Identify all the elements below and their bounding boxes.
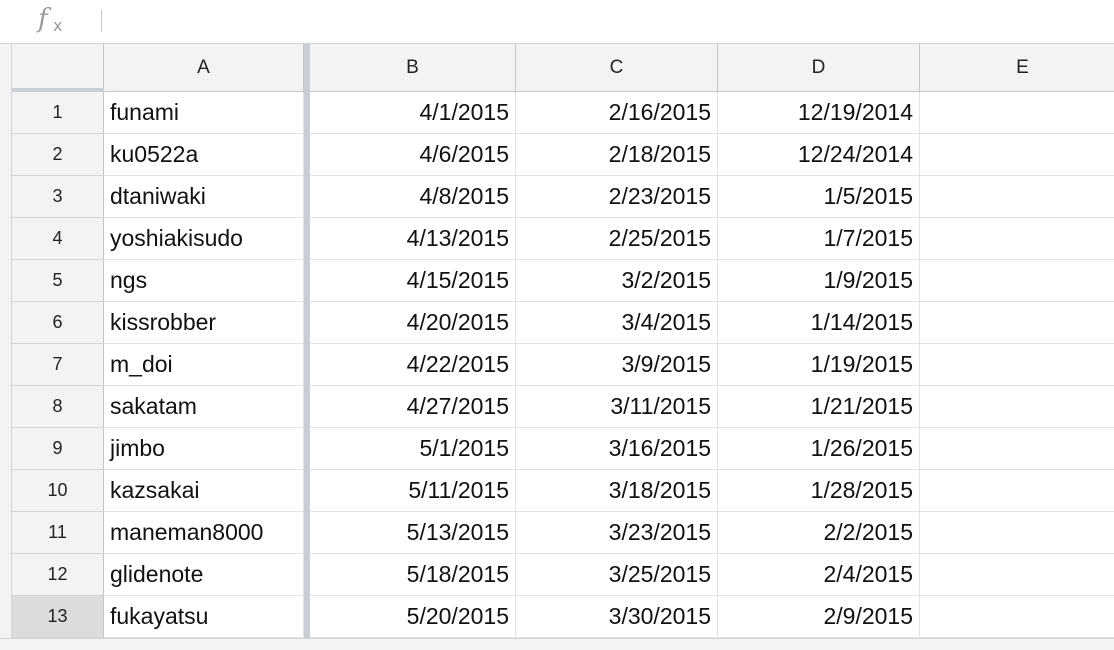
cell-e9[interactable] <box>920 428 1114 470</box>
cell-b4[interactable]: 4/13/2015 <box>310 218 516 260</box>
cell-b12[interactable]: 5/18/2015 <box>310 554 516 596</box>
cell-c2[interactable]: 2/18/2015 <box>516 134 718 176</box>
cell-c7[interactable]: 3/9/2015 <box>516 344 718 386</box>
cell-b13[interactable]: 5/20/2015 <box>310 596 516 638</box>
cell-e8[interactable] <box>920 386 1114 428</box>
frozen-row-divider[interactable] <box>12 88 104 92</box>
cell-a4[interactable]: yoshiakisudo <box>104 218 304 260</box>
cell-e3[interactable] <box>920 176 1114 218</box>
cell-a11[interactable]: maneman8000 <box>104 512 304 554</box>
cell-c8[interactable]: 3/11/2015 <box>516 386 718 428</box>
cell-b9[interactable]: 5/1/2015 <box>310 428 516 470</box>
row-header-8[interactable]: 8 <box>12 386 104 428</box>
cell-b8[interactable]: 4/27/2015 <box>310 386 516 428</box>
cell-d4[interactable]: 1/7/2015 <box>718 218 920 260</box>
cell-b2[interactable]: 4/6/2015 <box>310 134 516 176</box>
row-header-3[interactable]: 3 <box>12 176 104 218</box>
select-all-corner[interactable] <box>12 44 104 92</box>
column-header-c[interactable]: C <box>516 44 718 92</box>
cell-c6[interactable]: 3/4/2015 <box>516 302 718 344</box>
cell-b10[interactable]: 5/11/2015 <box>310 470 516 512</box>
cell-d9[interactable]: 1/26/2015 <box>718 428 920 470</box>
row-header-5[interactable]: 5 <box>12 260 104 302</box>
cell-b5[interactable]: 4/15/2015 <box>310 260 516 302</box>
formula-separator <box>101 10 102 32</box>
cell-d13[interactable]: 2/9/2015 <box>718 596 920 638</box>
formula-input[interactable] <box>108 6 1098 36</box>
cell-a7[interactable]: m_doi <box>104 344 304 386</box>
cell-a1[interactable]: funami <box>104 92 304 134</box>
row-header-1[interactable]: 1 <box>12 92 104 134</box>
cell-d12[interactable]: 2/4/2015 <box>718 554 920 596</box>
cell-d2[interactable]: 12/24/2014 <box>718 134 920 176</box>
row-header-12[interactable]: 12 <box>12 554 104 596</box>
column-header-e[interactable]: E <box>920 44 1114 92</box>
cell-c5[interactable]: 3/2/2015 <box>516 260 718 302</box>
row-header-2[interactable]: 2 <box>12 134 104 176</box>
cell-d10[interactable]: 1/28/2015 <box>718 470 920 512</box>
cell-e10[interactable] <box>920 470 1114 512</box>
cell-a3[interactable]: dtaniwaki <box>104 176 304 218</box>
cell-a2[interactable]: ku0522a <box>104 134 304 176</box>
cell-c1[interactable]: 2/16/2015 <box>516 92 718 134</box>
column-header-b[interactable]: B <box>310 44 516 92</box>
cell-e7[interactable] <box>920 344 1114 386</box>
cell-e6[interactable] <box>920 302 1114 344</box>
cell-c10[interactable]: 3/18/2015 <box>516 470 718 512</box>
cell-d1[interactable]: 12/19/2014 <box>718 92 920 134</box>
cell-d3[interactable]: 1/5/2015 <box>718 176 920 218</box>
row-header-9[interactable]: 9 <box>12 428 104 470</box>
cell-d7[interactable]: 1/19/2015 <box>718 344 920 386</box>
frozen-column-divider[interactable] <box>304 44 310 638</box>
bottom-scroll-strip <box>0 638 1114 650</box>
cell-e5[interactable] <box>920 260 1114 302</box>
row-header-10[interactable]: 10 <box>12 470 104 512</box>
column-header-d[interactable]: D <box>718 44 920 92</box>
cell-b6[interactable]: 4/20/2015 <box>310 302 516 344</box>
row-header-4[interactable]: 4 <box>12 218 104 260</box>
cell-a5[interactable]: ngs <box>104 260 304 302</box>
row-header-6[interactable]: 6 <box>12 302 104 344</box>
cell-e1[interactable] <box>920 92 1114 134</box>
cell-e11[interactable] <box>920 512 1114 554</box>
row-header-7[interactable]: 7 <box>12 344 104 386</box>
cell-d11[interactable]: 2/2/2015 <box>718 512 920 554</box>
cell-b3[interactable]: 4/8/2015 <box>310 176 516 218</box>
cell-d8[interactable]: 1/21/2015 <box>718 386 920 428</box>
row-header-11[interactable]: 11 <box>12 512 104 554</box>
cell-c12[interactable]: 3/25/2015 <box>516 554 718 596</box>
cell-a9[interactable]: jimbo <box>104 428 304 470</box>
cell-e13[interactable] <box>920 596 1114 638</box>
cell-d5[interactable]: 1/9/2015 <box>718 260 920 302</box>
cell-b7[interactable]: 4/22/2015 <box>310 344 516 386</box>
cell-d6[interactable]: 1/14/2015 <box>718 302 920 344</box>
cell-e12[interactable] <box>920 554 1114 596</box>
row-header-13[interactable]: 13 <box>12 596 104 638</box>
left-edge-strip <box>0 0 12 650</box>
cell-a8[interactable]: sakatam <box>104 386 304 428</box>
cell-c9[interactable]: 3/16/2015 <box>516 428 718 470</box>
cell-c4[interactable]: 2/25/2015 <box>516 218 718 260</box>
column-header-a[interactable]: A <box>104 44 304 92</box>
cell-b1[interactable]: 4/1/2015 <box>310 92 516 134</box>
cell-a6[interactable]: kissrobber <box>104 302 304 344</box>
cell-c13[interactable]: 3/30/2015 <box>516 596 718 638</box>
cell-a13[interactable]: fukayatsu <box>104 596 304 638</box>
cell-c3[interactable]: 2/23/2015 <box>516 176 718 218</box>
cell-a10[interactable]: kazsakai <box>104 470 304 512</box>
cell-c11[interactable]: 3/23/2015 <box>516 512 718 554</box>
cell-b11[interactable]: 5/13/2015 <box>310 512 516 554</box>
cell-e2[interactable] <box>920 134 1114 176</box>
cell-a12[interactable]: glidenote <box>104 554 304 596</box>
cell-e4[interactable] <box>920 218 1114 260</box>
